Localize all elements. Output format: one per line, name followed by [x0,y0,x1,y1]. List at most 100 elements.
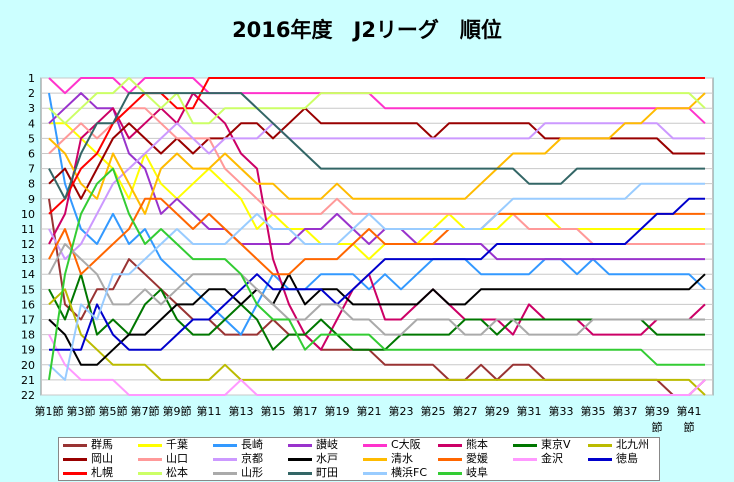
legend-item: 清水 [363,452,413,466]
legend-item: 群馬 [63,438,113,452]
legend-item: 千葉 [138,438,188,452]
x-tick-label: 第37 [613,404,638,418]
legend-item: 熊本 [438,438,488,452]
legend-label: 水戸 [316,452,338,465]
legend-item: 讃岐 [288,438,338,452]
y-tick-label: 3 [28,102,35,115]
y-tick-label: 11 [21,223,35,236]
legend-item: 横浜FC [363,466,427,480]
x-tick-label: 第41 [677,404,702,418]
x-tick-label: 第21 [357,404,382,418]
y-tick-label: 20 [21,359,35,372]
legend-item: 松本 [138,466,188,480]
legend-swatch [63,471,87,475]
series-line-21 [48,167,705,381]
legend-swatch [213,471,237,475]
y-tick-label: 4 [28,117,35,130]
legend-label: 熊本 [466,438,488,451]
legend-label: 群馬 [91,438,113,451]
x-tick-label: 第13 [229,404,254,418]
legend-label: 松本 [166,466,188,479]
legend-item: 徳島 [588,452,638,466]
legend-label: 長崎 [241,438,263,451]
x-tick-label: 第23 [389,404,414,418]
legend-swatch [513,443,537,447]
legend-item: 札幌 [63,466,113,480]
x-tick-label: 第7節 [131,404,160,418]
series-line-2 [48,92,706,336]
y-tick-label: 15 [21,283,35,296]
legend-label: C大阪 [391,438,421,451]
series-line-7 [48,288,706,396]
y-tick-label: 17 [21,314,35,327]
legend-item: 京都 [213,452,263,466]
x-tick-label: 第39 [645,404,670,418]
y-tick-label: 13 [21,253,35,266]
legend-item: 金沢 [513,452,563,466]
series-line-4 [48,77,706,125]
y-tick-label: 10 [21,208,35,221]
legend-swatch [438,471,462,475]
legend-swatch [363,443,387,447]
legend-label: 岡山 [91,452,113,465]
legend-label: 千葉 [166,438,188,451]
legend-swatch [138,457,162,461]
legend-label: 山口 [166,452,188,465]
y-tick-label: 5 [28,132,35,145]
x-tick-label: 第5節 [99,404,128,418]
legend-label: 横浜FC [391,466,428,479]
y-tick-label: 22 [21,389,35,402]
x-tick-label: 第17 [293,404,318,418]
legend-swatch [588,443,612,447]
legend-label: 愛媛 [466,452,488,465]
x-tick-label: 第29 [485,404,510,418]
series-line-12 [48,92,706,215]
legend-item: 山形 [213,466,263,480]
x-tick-label: 第15 [261,404,286,418]
legend-item: 岐阜 [438,466,488,480]
x-tick-label: 第27 [453,404,478,418]
series-line-14 [48,334,706,396]
legend-label: 岐阜 [466,466,488,479]
y-tick-label: 14 [21,268,35,281]
chart-title: 2016年度 J2リーグ 順位 [232,18,502,42]
y-tick-label: 7 [28,163,35,176]
legend-swatch [213,457,237,461]
legend-swatch [63,443,87,447]
legend-item: 愛媛 [438,452,488,466]
y-tick-label: 2 [28,87,35,100]
y-tick-label: 6 [28,147,35,160]
series-line-10 [48,122,705,261]
legend-item: 町田 [288,466,338,480]
x-tick-label-row2: 節 [652,420,663,434]
legend-label: 町田 [316,466,338,479]
legend-label: 金沢 [541,452,563,465]
series-line-11 [48,273,706,366]
legend-swatch [138,443,162,447]
legend-swatch [513,457,537,461]
y-tick-label: 19 [21,344,35,357]
legend-label: 北九州 [616,438,649,451]
legend-item: 長崎 [213,438,263,452]
legend-label: 徳島 [616,452,638,465]
y-tick-label: 12 [21,238,35,251]
legend-swatch [363,457,387,461]
legend-swatch [438,457,462,461]
x-tick-label: 第3節 [67,404,96,418]
x-tick-label: 第11 [197,404,222,418]
y-tick-label: 8 [28,178,35,191]
series-line-5 [48,92,706,351]
legend-swatch [438,443,462,447]
x-tick-label: 第1節 [35,404,64,418]
legend-label: 札幌 [91,466,113,479]
x-tick-label: 第31 [517,404,542,418]
legend-swatch [213,443,237,447]
legend-swatch [138,471,162,475]
legend-item: 東京V [513,438,571,452]
legend-label: 京都 [241,452,263,465]
series-line-13 [48,197,705,276]
y-tick-label: 16 [21,298,35,311]
x-tick-label: 第33 [549,404,574,418]
